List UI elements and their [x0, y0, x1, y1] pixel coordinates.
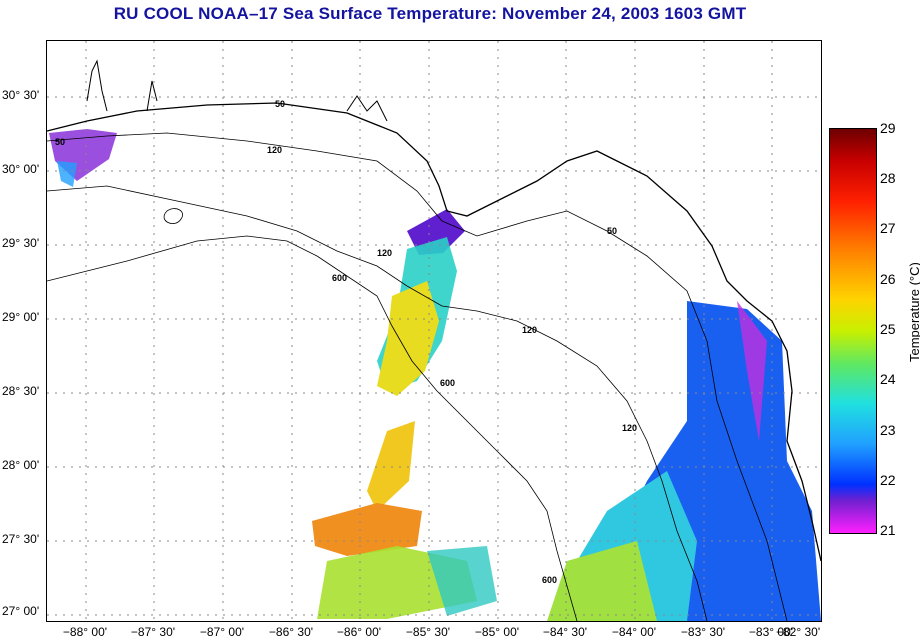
bathymetry-contours: [47, 132, 788, 621]
contour-label-120: 120: [267, 145, 282, 155]
colorbar-title: Temperature (°C): [907, 262, 920, 362]
coastline-detail: [86, 59, 388, 122]
lon-label: −87° 30': [130, 625, 176, 639]
sst-data-layer: [49, 129, 821, 621]
sst-patch-east-purple: [737, 301, 767, 441]
lon-label: −85° 30': [405, 625, 451, 639]
colorbar-tick: 27: [880, 220, 896, 236]
contour-label-50: 50: [607, 226, 617, 236]
colorbar-tick: 22: [880, 472, 896, 488]
lon-label: −82° 30': [776, 625, 821, 639]
colorbar-tick: 28: [880, 170, 896, 186]
contour-label-120: 120: [622, 423, 637, 433]
contour-50: [47, 132, 788, 621]
sst-map: 50 50 50 120 120 120 120 600 600 600: [46, 40, 822, 622]
lat-label: 27° 30': [2, 532, 40, 546]
contour-label-120: 120: [522, 325, 537, 335]
contour-label-600: 600: [332, 273, 347, 283]
contour-labels: 50 50 50 120 120 120 120 600 600 600: [55, 99, 637, 585]
contour-label-50: 50: [55, 137, 65, 147]
lat-label: 29° 00': [2, 310, 40, 324]
lat-label: 28° 00': [2, 458, 40, 472]
lon-label: −83° 00': [748, 625, 794, 639]
lat-label: 30° 00': [2, 162, 40, 176]
sst-patch-east-green: [547, 541, 657, 621]
colorbar-tick: 26: [880, 271, 896, 287]
lat-label: 28° 30': [2, 384, 40, 398]
contour-label-600: 600: [542, 575, 557, 585]
lon-label: −84° 30': [542, 625, 588, 639]
lat-label: 29° 30': [2, 236, 40, 250]
colorbar-tick: 21: [880, 522, 896, 538]
sst-patch-south-cyan: [427, 546, 497, 616]
lon-label: −87° 00': [199, 625, 245, 639]
lon-label: −86° 00': [336, 625, 382, 639]
colorbar-tick: 25: [880, 321, 896, 337]
contour-120: [47, 185, 708, 621]
temperature-colorbar: [829, 128, 877, 534]
colorbar-tick: 29: [880, 120, 896, 136]
sst-patch-west-cool: [57, 161, 77, 187]
map-title: RU COOL NOAA–17 Sea Surface Temperature:…: [113, 4, 747, 23]
contour-label-120: 120: [377, 248, 392, 258]
colorbar-tick: 23: [880, 422, 896, 438]
sst-patch-shelf-yellow: [377, 281, 439, 396]
sst-patch-orange: [312, 503, 422, 556]
graticule: [47, 41, 821, 621]
lat-label: 27° 00': [2, 604, 40, 618]
contour-island: [163, 208, 183, 224]
lon-label: −85° 00': [474, 625, 520, 639]
contour-label-600: 600: [440, 378, 455, 388]
sst-patch-mid-yellow: [367, 421, 415, 511]
lon-label: −84° 00': [611, 625, 657, 639]
coastline: [47, 102, 821, 562]
lat-label: 30° 30': [2, 88, 40, 102]
lon-label: −83° 30': [680, 625, 726, 639]
contour-600: [47, 235, 578, 621]
contour-label-50: 50: [275, 99, 285, 109]
lon-label: −88° 00': [62, 625, 108, 639]
sst-patch-apalach: [407, 209, 465, 255]
colorbar-tick: 24: [880, 371, 896, 387]
lon-label: −86° 30': [268, 625, 314, 639]
